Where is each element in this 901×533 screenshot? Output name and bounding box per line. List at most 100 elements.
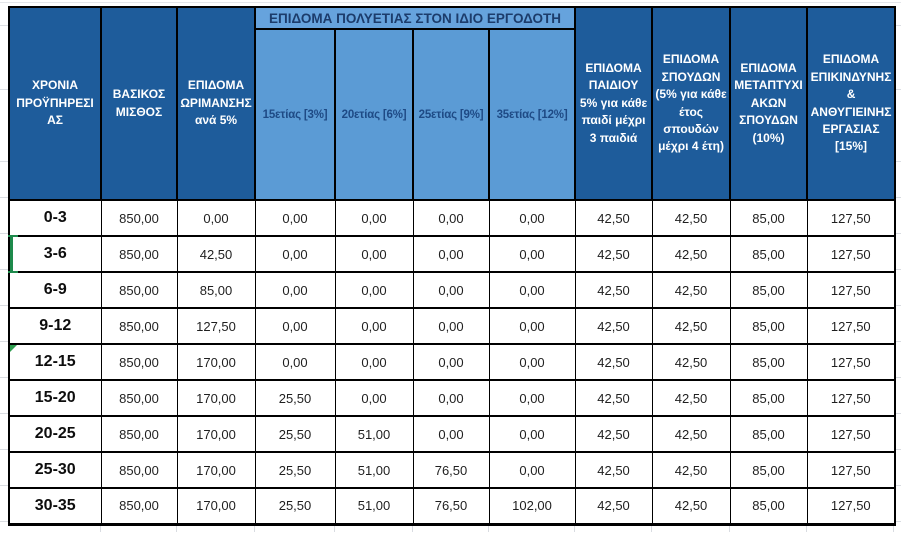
table-cell[interactable]: 42,50 <box>574 199 653 237</box>
table-cell[interactable]: 0,00 <box>254 199 336 237</box>
table-cell[interactable]: 42,50 <box>574 415 653 453</box>
table-cell[interactable]: 76,50 <box>412 451 490 489</box>
table-cell[interactable]: 0,00 <box>334 379 414 417</box>
table-cell[interactable]: 170,00 <box>176 343 256 381</box>
table-cell[interactable]: 42,50 <box>574 307 653 345</box>
table-cell[interactable]: 127,50 <box>806 451 896 489</box>
table-cell[interactable]: 0,00 <box>254 271 336 309</box>
table-cell[interactable]: 51,00 <box>334 415 414 453</box>
table-cell[interactable]: 850,00 <box>100 379 178 417</box>
table-cell[interactable]: 85,00 <box>729 235 808 273</box>
table-cell[interactable]: 0,00 <box>334 307 414 345</box>
table-cell[interactable]: 0,00 <box>334 343 414 381</box>
table-cell[interactable]: 42,50 <box>651 487 731 525</box>
table-cell[interactable]: 170,00 <box>176 451 256 489</box>
col-header-studies-allowance[interactable]: ΕΠΙΔΟΜΑ ΣΠΟΥΔΩΝ (5% για κάθε έτος σπουδώ… <box>651 6 732 201</box>
table-cell[interactable]: 127,50 <box>806 235 896 273</box>
table-cell[interactable]: 0,00 <box>488 307 576 345</box>
table-cell[interactable]: 0,00 <box>254 343 336 381</box>
table-cell[interactable]: 51,00 <box>334 451 414 489</box>
table-cell[interactable]: 0,00 <box>412 343 490 381</box>
table-cell[interactable]: 42,50 <box>651 343 731 381</box>
table-cell[interactable]: 0,00 <box>412 271 490 309</box>
table-cell[interactable]: 85,00 <box>729 415 808 453</box>
col-header-35-years[interactable]: 35ετίας [12%] <box>487 28 577 201</box>
table-cell[interactable]: 42,50 <box>651 199 731 237</box>
table-cell[interactable]: 170,00 <box>176 379 256 417</box>
table-cell[interactable]: 85,00 <box>729 271 808 309</box>
table-cell[interactable]: 850,00 <box>100 487 178 525</box>
col-header-child-allowance[interactable]: ΕΠΙΔΟΜΑ ΠΑΙΔΙΟΥ 5% για κάθε παιδί μέχρι … <box>574 6 654 201</box>
table-cell[interactable]: 127,50 <box>806 307 896 345</box>
table-cell[interactable]: 0,00 <box>412 307 490 345</box>
row-label[interactable]: 12-15 <box>8 343 102 381</box>
table-cell[interactable]: 42,50 <box>574 343 653 381</box>
table-cell[interactable]: 85,00 <box>729 199 808 237</box>
table-cell[interactable]: 76,50 <box>412 487 490 525</box>
table-cell[interactable]: 85,00 <box>729 451 808 489</box>
table-cell[interactable]: 0,00 <box>254 307 336 345</box>
table-cell[interactable]: 850,00 <box>100 415 178 453</box>
table-cell[interactable]: 127,50 <box>806 343 896 381</box>
table-cell[interactable]: 0,00 <box>412 379 490 417</box>
table-cell[interactable]: 0,00 <box>488 379 576 417</box>
table-cell[interactable]: 0,00 <box>488 415 576 453</box>
col-header-basic-salary[interactable]: ΒΑΣΙΚΟΣ ΜΙΣΘΟΣ <box>100 6 178 201</box>
table-cell[interactable]: 42,50 <box>651 307 731 345</box>
table-cell[interactable]: 42,50 <box>651 271 731 309</box>
table-cell[interactable]: 127,50 <box>176 307 256 345</box>
table-cell[interactable]: 25,50 <box>254 451 336 489</box>
table-cell[interactable]: 85,00 <box>729 487 808 525</box>
table-cell[interactable]: 102,00 <box>488 487 576 525</box>
table-cell[interactable]: 42,50 <box>651 451 731 489</box>
table-cell[interactable]: 85,00 <box>729 343 808 381</box>
col-header-hazardous-work-allowance[interactable]: ΕΠΙΔΟΜΑ ΕΠΙΚΙΝΔΥΝΗΣ & ΑΝΘΥΓΙΕΙΝΗΣ ΕΡΓΑΣΙ… <box>806 6 897 201</box>
table-cell[interactable]: 170,00 <box>176 487 256 525</box>
table-cell[interactable]: 42,50 <box>176 235 256 273</box>
table-cell[interactable]: 170,00 <box>176 415 256 453</box>
table-cell[interactable]: 0,00 <box>334 199 414 237</box>
row-label[interactable]: 3-6 <box>8 235 102 274</box>
table-cell[interactable]: 0,00 <box>412 235 490 273</box>
table-cell[interactable]: 0,00 <box>334 235 414 273</box>
col-header-25-years[interactable]: 25ετίας [9%] <box>412 28 490 201</box>
row-label[interactable]: 15-20 <box>8 379 102 417</box>
table-cell[interactable]: 850,00 <box>100 199 178 237</box>
table-cell[interactable]: 42,50 <box>651 415 731 453</box>
table-cell[interactable]: 0,00 <box>412 415 490 453</box>
table-cell[interactable]: 42,50 <box>574 487 653 525</box>
table-cell[interactable]: 42,50 <box>574 451 653 489</box>
row-label[interactable]: 20-25 <box>8 415 102 453</box>
table-cell[interactable]: 85,00 <box>176 271 256 309</box>
band-header-longevity-same-employer[interactable]: ΕΠΙΔΟΜΑ ΠΟΛΥΕΤΙΑΣ ΣΤΟΝ ΙΔΙΟ ΕΡΓΟΔΟΤΗ <box>253 6 577 30</box>
table-cell[interactable]: 0,00 <box>488 235 576 273</box>
row-label[interactable]: 25-30 <box>8 451 102 489</box>
table-cell[interactable]: 127,50 <box>806 271 896 309</box>
col-header-years-of-service[interactable]: ΧΡΟΝΙΑ ΠΡΟΫΠΗΡΕΣΙΑΣ <box>8 6 102 201</box>
table-cell[interactable]: 42,50 <box>651 235 731 273</box>
table-cell[interactable]: 850,00 <box>100 271 178 309</box>
table-cell[interactable]: 0,00 <box>488 199 576 237</box>
table-cell[interactable]: 25,50 <box>254 379 336 417</box>
table-cell[interactable]: 85,00 <box>729 307 808 345</box>
col-header-20-years[interactable]: 20ετίας [6%] <box>334 28 414 201</box>
row-label[interactable]: 9-12 <box>8 307 102 345</box>
table-cell[interactable]: 127,50 <box>806 379 896 417</box>
row-label[interactable]: 30-35 <box>8 487 102 525</box>
table-cell[interactable]: 850,00 <box>100 307 178 345</box>
row-label[interactable]: 6-9 <box>8 271 102 309</box>
table-cell[interactable]: 0,00 <box>488 343 576 381</box>
table-cell[interactable]: 0,00 <box>488 271 576 309</box>
table-cell[interactable]: 127,50 <box>806 487 896 525</box>
col-header-15-years[interactable]: 15ετίας [3%] <box>254 28 336 201</box>
table-cell[interactable]: 42,50 <box>651 379 731 417</box>
table-cell[interactable]: 85,00 <box>729 379 808 417</box>
table-cell[interactable]: 42,50 <box>574 235 653 273</box>
table-cell[interactable]: 850,00 <box>100 235 178 273</box>
table-cell[interactable]: 25,50 <box>254 487 336 525</box>
table-cell[interactable]: 127,50 <box>806 199 896 237</box>
table-cell[interactable]: 0,00 <box>334 271 414 309</box>
table-cell[interactable]: 0,00 <box>412 199 490 237</box>
table-cell[interactable]: 0,00 <box>254 235 336 273</box>
col-header-maturity-allowance[interactable]: ΕΠΙΔΟΜΑ ΩΡΙΜΑΝΣΗΣ ανά 5% <box>176 6 256 201</box>
